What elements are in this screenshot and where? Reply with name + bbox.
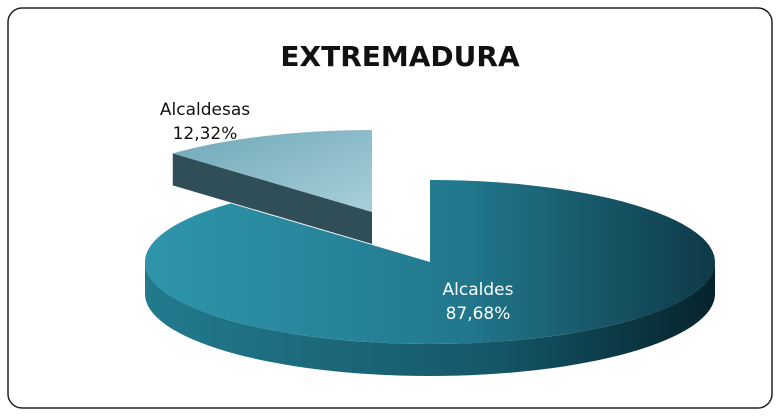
slice-side: [145, 262, 715, 376]
slice-label: Alcaldesas: [160, 100, 250, 120]
slice-value-label: 12,32%: [173, 124, 238, 144]
slice-value-label: 87,68%: [446, 304, 511, 324]
slice-label: Alcaldes: [443, 280, 514, 300]
slice: [172, 130, 372, 212]
slice-side: [172, 153, 372, 244]
chart-title: EXTREMADURA: [280, 40, 520, 73]
slice: [145, 179, 716, 344]
